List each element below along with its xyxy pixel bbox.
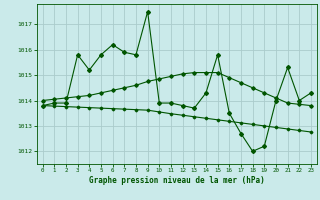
- X-axis label: Graphe pression niveau de la mer (hPa): Graphe pression niveau de la mer (hPa): [89, 176, 265, 185]
